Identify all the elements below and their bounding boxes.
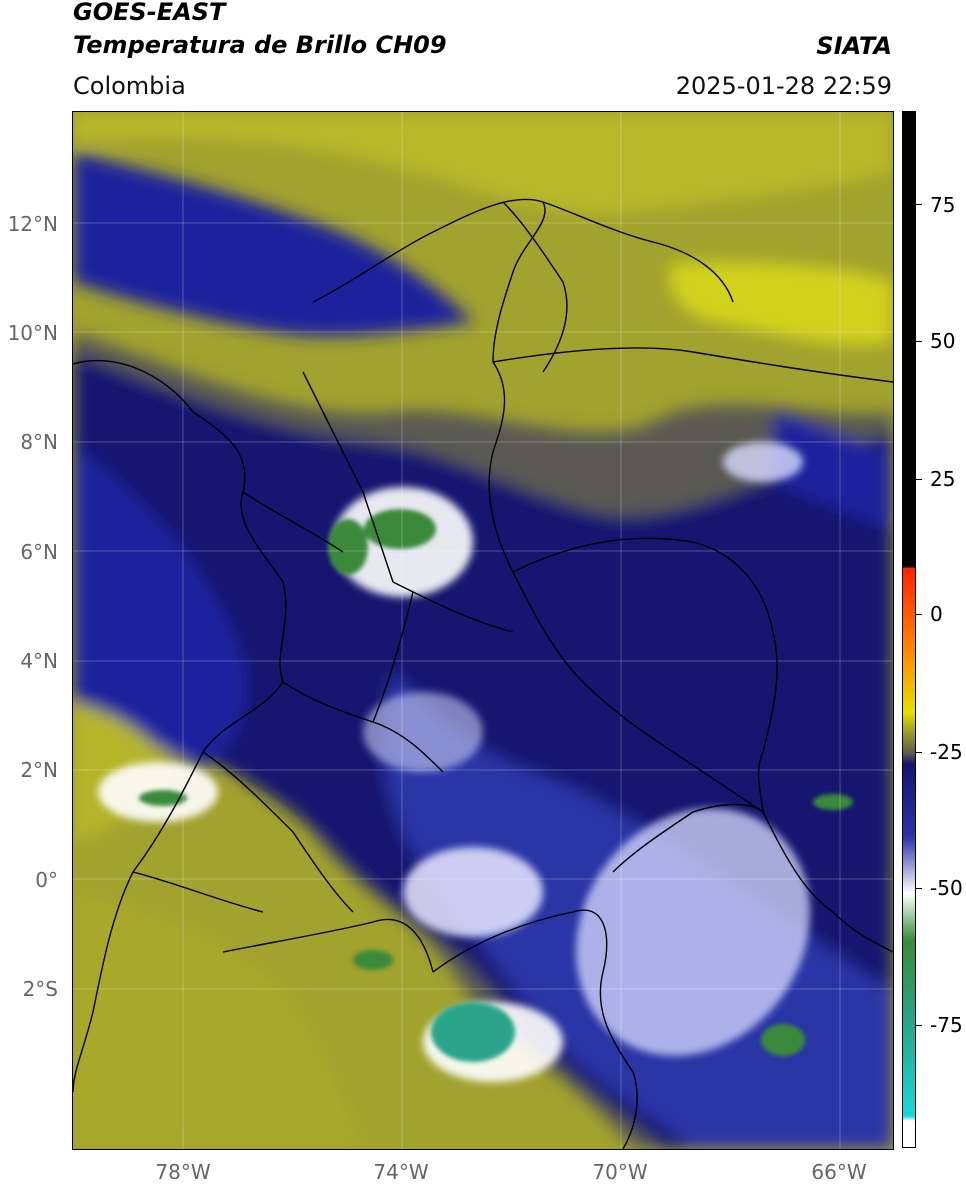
colorbar-label-75: 75 (930, 193, 956, 217)
borders (73, 198, 893, 1149)
lat-label-2s: 2°S (22, 977, 58, 1001)
colorbar-label-50: 50 (930, 329, 956, 353)
lon-label-70w: 70°W (592, 1160, 648, 1184)
temperature-colorbar (902, 111, 916, 1148)
lat-label-8n: 8°N (20, 430, 58, 454)
colorbar-label-m25: -25 (930, 740, 963, 764)
colorbar-label-0: 0 (930, 602, 943, 626)
title-line-1: GOES-EAST (73, 0, 226, 26)
colorbar-tick-m25 (916, 752, 922, 753)
lat-label-12n: 12°N (7, 212, 58, 236)
lat-label-10n: 10°N (7, 321, 58, 345)
lat-label-4n: 4°N (20, 649, 58, 673)
colorbar-tick-0 (916, 614, 922, 615)
title-line-2: Temperatura de Brillo CH09 (73, 31, 447, 59)
lat-label-2n: 2°N (20, 758, 58, 782)
colorbar-label-m50: -50 (930, 876, 963, 900)
colorbar-tick-75 (916, 204, 922, 205)
colorbar-tick-m50 (916, 888, 922, 889)
region-label: Colombia (73, 72, 186, 100)
lon-label-66w: 66°W (811, 1160, 867, 1184)
colorbar-tick-m75 (916, 1025, 922, 1026)
lat-label-6n: 6°N (20, 540, 58, 564)
colorbar-label-m75: -75 (930, 1013, 963, 1037)
satellite-map[interactable] (72, 111, 894, 1150)
map-canvas (73, 112, 893, 1149)
colorbar-tick-50 (916, 341, 922, 342)
cold-tops (139, 509, 853, 1062)
agency-label: SIATA (816, 32, 892, 60)
lon-label-78w: 78°W (155, 1160, 211, 1184)
colorbar-label-25: 25 (930, 467, 956, 491)
lat-label-0: 0° (35, 868, 58, 892)
datetime-label: 2025-01-28 22:59 (675, 72, 892, 100)
graticule (73, 112, 893, 1149)
lon-label-74w: 74°W (373, 1160, 429, 1184)
colorbar-tick-25 (916, 479, 922, 480)
